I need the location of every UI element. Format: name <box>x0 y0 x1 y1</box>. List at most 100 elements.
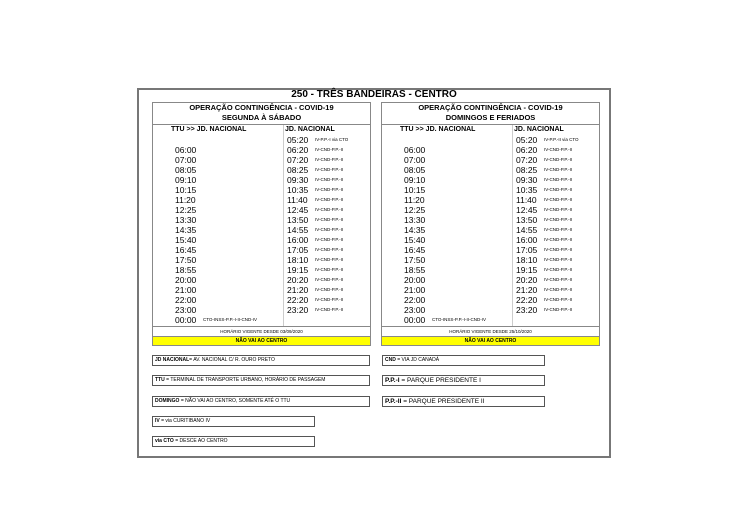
departure-ttu: 17:50 <box>175 255 197 265</box>
departure-ttu: 13:30 <box>404 215 426 225</box>
departure-ttu: 18:55 <box>175 265 197 275</box>
legend-text: = AV. NACIONAL C/ R. OURO PRETO <box>189 357 275 363</box>
table-row: 09:10 09:30 IV-CND-P.P.-II <box>153 175 370 185</box>
departure-ttu: 09:10 <box>175 175 197 185</box>
column-divider <box>512 125 513 326</box>
departure-ttu: 13:30 <box>175 215 197 225</box>
table-row: 23:00 23:20 IV-CND-P.P.-II <box>382 305 599 315</box>
departure-jd-nacional: 06:20 <box>516 145 538 155</box>
table-subheading: SEGUNDA À SÁBADO <box>221 113 302 122</box>
legend-text: = PARQUE PRESIDENTE I <box>399 377 481 384</box>
departure-ttu: 06:00 <box>404 145 426 155</box>
table-row: 18:55 19:15 IV-CND-P.P.-II <box>382 265 599 275</box>
departure-ttu: 12:25 <box>404 205 426 215</box>
departure-ttu: 20:00 <box>404 275 426 285</box>
departure-jd-nacional: 17:05 <box>287 245 309 255</box>
table-row: 23:00 23:20 IV-CND-P.P.-II <box>153 305 370 315</box>
departure-jd-nacional: 23:20 <box>287 305 309 315</box>
table-row: 00:00 CTO-INSS-P.P.-I-II-CND-IV <box>382 315 599 325</box>
route-note: IV-CND-P.P.-II <box>544 197 573 202</box>
column-header-ttu: TTU >> JD. NACIONAL <box>171 126 247 133</box>
legend-text: = NÃO VAI AO CENTRO, SOMENTE ATÉ O TTU <box>179 398 291 404</box>
route-note: CTO-INSS-P.P.-I-II-CND-IV <box>432 317 487 322</box>
departure-jd-nacional: 12:45 <box>287 205 309 215</box>
departure-ttu: 10:15 <box>404 185 426 195</box>
route-note: IV-P.P.-I via CTO <box>315 137 349 142</box>
route-note: IV-CND-P.P.-II <box>315 287 344 292</box>
route-note: IV-CND-P.P.-II <box>544 207 573 212</box>
legend-item: TTU = TERMINAL DE TRANSPORTE URBANO, HOR… <box>152 375 370 386</box>
legend-key: CND <box>385 357 396 363</box>
legend-key: P.P.-II <box>385 398 402 405</box>
departure-jd-nacional: 14:55 <box>287 225 309 235</box>
page-frame <box>137 88 611 458</box>
route-note: IV-CND-P.P.-II <box>315 307 344 312</box>
departure-ttu: 14:35 <box>404 225 426 235</box>
route-note: IV-CND-P.P.-II <box>315 247 344 252</box>
table-subheading: DOMINGOS E FERIADOS <box>445 113 536 122</box>
departure-jd-nacional: 17:05 <box>516 245 538 255</box>
route-note: IV-CND-P.P.-II <box>544 147 573 152</box>
departure-jd-nacional: 18:10 <box>516 255 538 265</box>
legend-key: JD NACIONAL <box>155 357 190 363</box>
legend-text: = PARQUE PRESIDENTE II <box>401 398 485 405</box>
departure-ttu: 23:00 <box>175 305 197 315</box>
departure-jd-nacional: 10:35 <box>287 185 309 195</box>
table-row: 08:05 08:25 IV-CND-P.P.-II <box>153 165 370 175</box>
departure-ttu: 15:40 <box>404 235 426 245</box>
departure-ttu: 18:55 <box>404 265 426 275</box>
departure-ttu: 10:15 <box>175 185 197 195</box>
departure-jd-nacional: 21:20 <box>516 285 538 295</box>
departure-jd-nacional: 09:30 <box>287 175 309 185</box>
table-row: 12:25 12:45 IV-CND-P.P.-II <box>153 205 370 215</box>
route-note: IV-CND-P.P.-II <box>315 147 344 152</box>
table-row: 22:00 22:20 IV-CND-P.P.-II <box>382 295 599 305</box>
divider <box>382 124 599 125</box>
departure-ttu: 22:00 <box>175 295 197 305</box>
departure-ttu: 11:20 <box>175 195 196 205</box>
table-row: 05:20 IV-P.P.-I via CTO <box>153 135 370 145</box>
departure-ttu: 21:00 <box>404 285 426 295</box>
departure-jd-nacional: 23:20 <box>516 305 538 315</box>
legend-item: IV = via CURITIBANO IV <box>152 416 315 427</box>
table-heading: OPERAÇÃO CONTINGÊNCIA - COVID-19 <box>189 103 334 112</box>
route-note: IV-CND-P.P.-II <box>544 277 573 282</box>
departure-jd-nacional: 05:20 <box>516 135 538 145</box>
valid-since: HORÁRIO VIGENTE DESDE 03/09/2020 <box>153 326 370 337</box>
column-header-jd-nacional: JD. NACIONAL <box>514 126 564 133</box>
table-row: 16:45 17:05 IV-CND-P.P.-II <box>153 245 370 255</box>
table-row: 11:20 11:40 IV-CND-P.P.-II <box>382 195 599 205</box>
legend-key: P.P.-I <box>385 377 400 384</box>
departure-ttu: 00:00 <box>404 315 426 325</box>
table-row: 09:10 09:30 IV-CND-P.P.-II <box>382 175 599 185</box>
departure-jd-nacional: 22:20 <box>287 295 309 305</box>
route-note: IV-CND-P.P.-II <box>544 167 573 172</box>
table-row: 18:55 19:15 IV-CND-P.P.-II <box>153 265 370 275</box>
departure-ttu: 16:45 <box>175 245 197 255</box>
legend-item: P.P.-II = PARQUE PRESIDENTE II <box>382 396 545 407</box>
route-note: CTO-INSS-P.P.-I-II-CND-IV <box>203 317 258 322</box>
table-row: 15:40 16:00 IV-CND-P.P.-II <box>382 235 599 245</box>
route-note: IV-CND-P.P.-II <box>315 237 344 242</box>
departure-jd-nacional: 11:40 <box>287 195 308 205</box>
legend-item: DOMINGO = NÃO VAI AO CENTRO, SOMENTE ATÉ… <box>152 396 370 407</box>
departure-jd-nacional: 20:20 <box>287 275 309 285</box>
table-row: 13:30 13:50 IV-CND-P.P.-II <box>382 215 599 225</box>
not-to-center-banner: NÃO VAI AO CENTRO <box>381 336 600 346</box>
table-row: 17:50 18:10 IV-CND-P.P.-II <box>382 255 599 265</box>
table-row: 22:00 22:20 IV-CND-P.P.-II <box>153 295 370 305</box>
route-note: IV-CND-P.P.-II <box>315 187 344 192</box>
departure-jd-nacional: 18:10 <box>287 255 309 265</box>
route-note: IV-CND-P.P.-II <box>544 257 573 262</box>
departure-ttu: 17:50 <box>404 255 426 265</box>
departure-ttu: 07:00 <box>404 155 426 165</box>
departure-jd-nacional: 11:40 <box>516 195 537 205</box>
table-heading: OPERAÇÃO CONTINGÊNCIA - COVID-19 <box>418 103 563 112</box>
table-row: 17:50 18:10 IV-CND-P.P.-II <box>153 255 370 265</box>
departure-ttu: 14:35 <box>175 225 197 235</box>
legend-key: via CTO <box>155 438 174 444</box>
column-divider <box>283 125 284 326</box>
departure-jd-nacional: 08:25 <box>287 165 309 175</box>
route-note: IV-CND-P.P.-II <box>315 157 344 162</box>
table-row: 10:15 10:35 IV-CND-P.P.-II <box>153 185 370 195</box>
